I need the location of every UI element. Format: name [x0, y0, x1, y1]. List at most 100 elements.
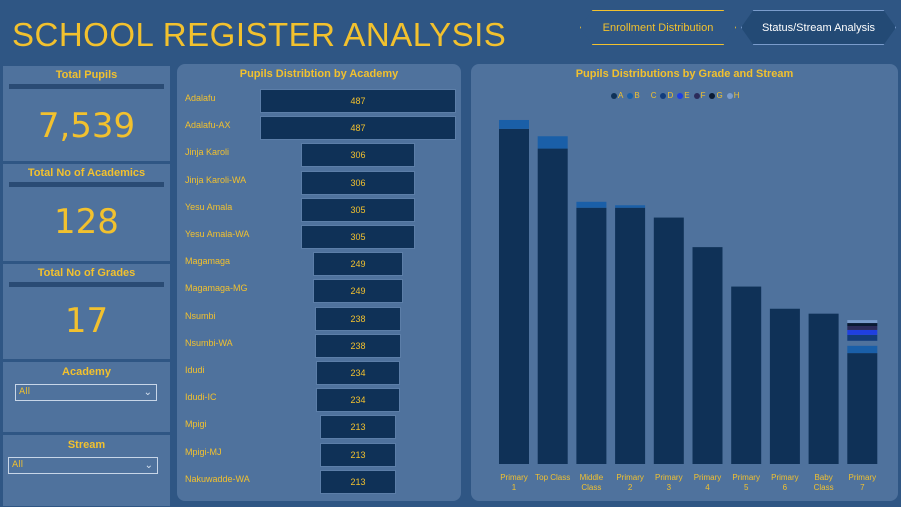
academy-bar-row[interactable]: Mpigi-MJ 213 — [177, 441, 461, 468]
kpi-total-pupils: Total Pupils 7,539 — [3, 66, 170, 161]
academy-bar-row[interactable]: Idudi-IC 234 — [177, 386, 461, 413]
academy-bar[interactable]: 249 — [312, 279, 404, 304]
academy-bar-row[interactable]: Yesu Amala 305 — [177, 196, 461, 223]
academy-bar-row[interactable]: Jinja Karoli 306 — [177, 141, 461, 168]
grade-bar-segment[interactable] — [576, 207, 607, 464]
grade-bar-segment[interactable] — [615, 207, 646, 464]
legend-dot — [693, 92, 700, 99]
kpi-total-grades-value: 17 — [64, 301, 109, 341]
x-axis-label-line: 2 — [627, 483, 633, 492]
academy-bar-row[interactable]: Nakuwadde-WA 213 — [177, 468, 461, 495]
grade-bar-segment[interactable] — [615, 205, 646, 208]
academy-bar-label: Magamaga — [185, 256, 231, 267]
grade-bar-segment[interactable] — [808, 313, 839, 464]
academy-bar-label: Jinja Karoli — [185, 147, 230, 158]
academy-bar[interactable]: 306 — [300, 143, 416, 168]
grade-bar-segment[interactable] — [731, 286, 762, 464]
academy-bar[interactable]: 213 — [320, 469, 396, 494]
x-axis-label-line: Primary — [655, 473, 683, 482]
stream-dropdown[interactable]: All ⌄ — [8, 457, 158, 474]
left-panel: Total Pupils 7,539 Total No of Academics… — [3, 66, 170, 506]
grade-bar-segment[interactable] — [692, 247, 723, 464]
chart-legend: A B C D E F G H — [611, 91, 740, 100]
grade-bar-segment[interactable] — [537, 136, 568, 149]
grade-bar-segment[interactable] — [769, 308, 800, 464]
legend-item[interactable]: F — [693, 91, 705, 100]
x-axis-label-line: Middle — [579, 473, 604, 482]
academy-dropdown-value: All — [19, 387, 31, 397]
academy-bar[interactable]: 305 — [300, 225, 416, 249]
grade-bar-segment[interactable] — [847, 323, 878, 326]
academy-bar-label: Yesu Amala — [185, 201, 233, 212]
legend-dot — [643, 92, 650, 99]
legend-label: C — [650, 91, 657, 100]
legend-item[interactable]: G — [709, 91, 723, 100]
academy-bar-label: Idudi-IC — [185, 392, 217, 403]
x-axis-label-line: Primary — [693, 473, 722, 482]
academy-bar-row[interactable]: Magamaga-MG 249 — [177, 277, 461, 304]
grade-bar-segment[interactable] — [847, 340, 878, 346]
legend-item[interactable]: H — [726, 91, 740, 100]
kpi-divider — [9, 84, 164, 89]
grade-bar-segment[interactable] — [847, 320, 878, 324]
kpi-total-grades-label: Total No of Grades — [37, 267, 136, 279]
academy-bar-row[interactable]: Adalafu-AX 487 — [177, 114, 461, 141]
academy-bar-row[interactable]: Nsumbi-WA 238 — [177, 332, 461, 359]
academy-bar[interactable]: 213 — [320, 415, 396, 440]
status-stream-analysis-button[interactable]: Status/Stream Analysis — [741, 10, 896, 45]
x-axis-label-line: Primary — [616, 473, 644, 482]
x-axis-label: Middle Class — [571, 473, 611, 493]
legend-item[interactable]: A — [611, 91, 623, 100]
academy-bar[interactable]: 487 — [260, 89, 456, 113]
grade-bar-segment[interactable] — [499, 128, 529, 464]
x-axis-label: Baby Class — [804, 473, 844, 493]
grade-bar-segment[interactable] — [847, 329, 878, 335]
kpi-divider — [9, 282, 164, 287]
x-axis-label-line: 7 — [860, 483, 865, 492]
legend-dot — [611, 92, 617, 99]
academy-bar-row[interactable]: Nsumbi 238 — [177, 305, 461, 332]
x-axis-label: Primary 3 — [649, 473, 689, 493]
x-axis-label-line: Top Class — [535, 473, 571, 482]
legend-item[interactable]: D — [660, 91, 673, 100]
academy-bar-row[interactable]: Adalafu 487 — [177, 87, 461, 114]
legend-label: D — [667, 91, 674, 100]
kpi-total-academics: Total No of Academics 128 — [3, 164, 170, 261]
grade-bar-segment[interactable] — [847, 345, 878, 354]
academy-bar[interactable]: 238 — [314, 333, 401, 358]
legend-item[interactable]: E — [677, 91, 690, 100]
academy-bar-row[interactable]: Mpigi 213 — [177, 413, 461, 440]
academy-bar[interactable]: 238 — [314, 306, 401, 331]
academy-bar[interactable]: 305 — [300, 197, 416, 222]
grade-bar-segment[interactable] — [847, 326, 878, 330]
grade-bar-segment[interactable] — [653, 217, 684, 464]
grade-chart-title: Pupils Distributions by Grade and Stream — [575, 68, 794, 80]
academy-bar[interactable]: 249 — [312, 252, 404, 277]
legend-item[interactable]: C — [643, 91, 657, 100]
academy-bar-row[interactable]: Yesu Amala-WA 305 — [177, 223, 461, 250]
academy-bar-row[interactable]: Magamaga 249 — [177, 250, 461, 277]
academy-dropdown[interactable]: All ⌄ — [15, 384, 157, 401]
kpi-total-academics-value: 128 — [54, 202, 119, 242]
academy-bar[interactable]: 487 — [260, 116, 456, 141]
grade-bar-segment[interactable] — [847, 353, 878, 464]
grade-bar-segment[interactable] — [847, 334, 878, 341]
grade-bar-segment[interactable] — [537, 148, 568, 465]
legend-dot — [709, 92, 716, 99]
stream-slicer: Stream All ⌄ — [3, 435, 170, 506]
legend-item[interactable]: B — [627, 91, 640, 100]
academy-bar-row[interactable]: Idudi 234 — [177, 359, 461, 386]
academy-bar[interactable]: 306 — [300, 170, 416, 195]
grade-bar-segment[interactable] — [499, 119, 529, 129]
kpi-total-academics-label: Total No of Academics — [27, 167, 146, 179]
enrollment-distribution-button[interactable]: Enrollment Distribution — [580, 10, 736, 45]
academy-bar-row[interactable]: Jinja Karoli-WA 306 — [177, 169, 461, 196]
academy-bar[interactable]: 234 — [315, 388, 401, 413]
legend-label: B — [634, 91, 640, 100]
academy-bar-label: Adalafu-AX — [185, 120, 231, 131]
legend-dot — [627, 92, 634, 99]
academy-bar[interactable]: 213 — [320, 442, 396, 467]
academy-bar[interactable]: 234 — [315, 361, 401, 385]
academy-bar-label: Nsumbi-WA — [185, 337, 233, 348]
grade-bar-segment[interactable] — [576, 201, 607, 208]
